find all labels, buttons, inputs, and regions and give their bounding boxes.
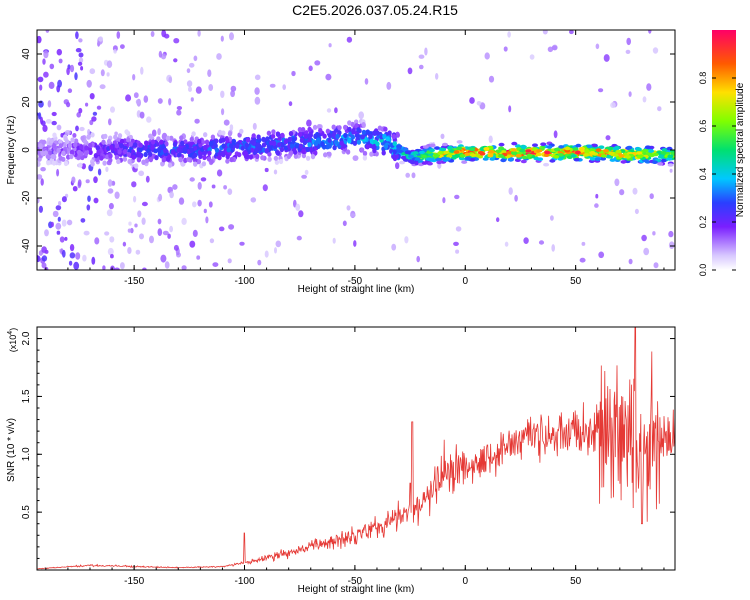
snr-panel: -150 -100 -50 0 50 0.5 1.0 1.5 2.0 Height of str… (6, 326, 676, 595)
spectrogram-ytick-label: 0 (21, 147, 32, 153)
snr-xtick-label: -50 (348, 576, 363, 587)
colorbar-label: Normalized spectral amplitude (735, 82, 746, 217)
snr-xtick-label: 0 (462, 576, 468, 587)
colorbar-axes: 0.0 0.2 0.4 0.6 0.8 (698, 72, 736, 277)
spectrogram-xlabel: Height of straight line (km) (298, 284, 415, 295)
snr-exponent-label: (x104) (7, 328, 18, 352)
spectrogram-xtick-label: 0 (462, 276, 468, 287)
spectrogram-heatmap (37, 30, 675, 270)
spectrogram-ytick-label: -40 (21, 238, 32, 253)
snr-axes: -150 -100 -50 0 50 0.5 1.0 1.5 2.0 (21, 327, 675, 587)
spectrogram-ytick-label: 20 (21, 96, 32, 108)
snr-series-line (37, 327, 675, 570)
snr-ytick-label: 1.5 (21, 389, 32, 403)
colorbar-tick-label: 0.2 (698, 216, 708, 229)
spectrogram-panel: -150 -100 -50 0 50 -40 -20 0 20 40 Height of stra… (6, 29, 676, 295)
snr-ylabel: SNR (10 * v/v) (6, 418, 17, 482)
spectrogram-xtick-label: -50 (348, 276, 363, 287)
colorbar-tick-label: 0.0 (698, 264, 708, 277)
chart-title: C2E5.2026.037.05.24.R15 (292, 2, 458, 18)
snr-ytick-label: 0.5 (21, 505, 32, 519)
spectrogram-xtick-label: -100 (235, 276, 255, 287)
spectrogram-ytick-label: -20 (21, 190, 32, 205)
snr-ytick-label: 1.0 (21, 447, 32, 461)
snr-xtick-label: -100 (235, 576, 255, 587)
snr-xtick-label: -150 (124, 576, 144, 587)
snr-frame (36, 326, 676, 571)
colorbar: 0.0 0.2 0.4 0.6 0.8 Normalized spectral ampl… (698, 30, 746, 276)
spectrogram-ytick-label: 40 (21, 48, 32, 60)
snr-xlabel: Height of straight line (km) (298, 584, 415, 595)
colorbar-tick-label: 0.8 (698, 72, 708, 85)
colorbar-tick-label: 0.6 (698, 120, 708, 133)
spectrogram-ylabel: Frequency (Hz) (6, 116, 17, 185)
snr-ytick-label: 2.0 (21, 331, 32, 345)
spectrogram-xtick-label: -150 (124, 276, 144, 287)
spectrogram-axes: -150 -100 -50 0 50 -40 -20 0 20 40 (21, 30, 675, 287)
colorbar-tick-label: 0.4 (698, 168, 708, 181)
colorbar-gradient (712, 30, 736, 270)
snr-xtick-label: 50 (570, 576, 582, 587)
spectrogram-xtick-label: 50 (570, 276, 582, 287)
